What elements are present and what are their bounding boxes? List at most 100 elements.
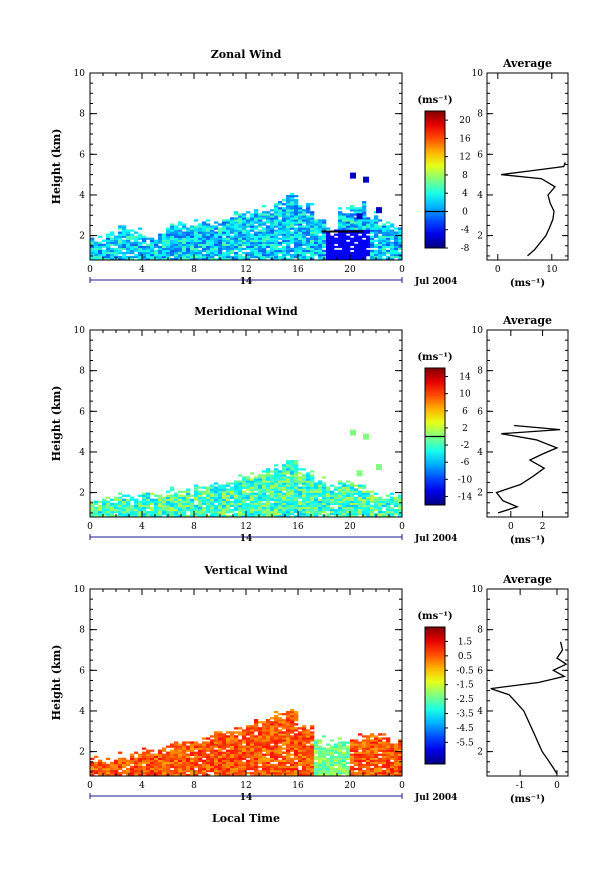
heatmap-cell [266, 472, 271, 475]
heatmap-cell [306, 203, 311, 206]
heatmap-cell [338, 245, 343, 249]
heatmap-cell [382, 759, 387, 762]
heatmap-cell [222, 498, 227, 501]
heatmap-cell [210, 763, 215, 767]
heatmap-cell [142, 747, 147, 750]
heatmap-cell [346, 231, 351, 234]
heatmap-cell [350, 741, 355, 744]
heatmap-cell [354, 498, 359, 501]
heatmap-cell [362, 771, 367, 775]
colorbar-tick-label: -4.5 [456, 724, 474, 734]
heatmap-cell [246, 241, 251, 244]
heatmap-cell [262, 215, 267, 218]
heatmap-cell [186, 492, 191, 495]
heatmap-cell [94, 763, 99, 767]
heatmap-cell [278, 771, 283, 775]
heatmap-cell [310, 223, 315, 226]
heatmap-cell [230, 759, 235, 762]
heatmap-cell [270, 769, 275, 773]
heatmap-cell [398, 498, 403, 501]
heatmap-cell [258, 774, 263, 777]
heatmap-cell [278, 769, 283, 773]
heatmap-cell [378, 239, 383, 242]
heatmap-cell [234, 767, 239, 771]
heatmap-cell [310, 241, 315, 244]
heatmap-cell [310, 251, 315, 255]
heatmap-cell [166, 502, 171, 506]
heatmap-cell [274, 476, 279, 479]
heatmap-cell [350, 492, 355, 495]
heatmap-cell [302, 737, 307, 740]
heatmap-cell [158, 504, 163, 508]
heatmap-cell [390, 510, 395, 514]
heatmap-cell [182, 508, 187, 512]
heatmap-cell [386, 237, 391, 240]
heatmap-cell [126, 251, 131, 255]
heatmap-cell [202, 771, 207, 775]
heatmap-cell [158, 239, 163, 242]
heatmap-cell [282, 504, 287, 508]
heatmap-cell [250, 753, 255, 756]
heatmap-cell [230, 494, 235, 497]
heatmap-cell [374, 741, 379, 744]
heatmap-cell [214, 731, 219, 734]
heatmap-cell [270, 755, 275, 758]
heatmap-cell [290, 253, 295, 257]
heatmap-cell [118, 235, 123, 238]
heatmap-cell [330, 510, 335, 514]
heatmap-cell [218, 743, 223, 746]
heatmap-cell [254, 729, 259, 732]
heatmap-cell [342, 763, 347, 767]
heatmap-cell [322, 486, 327, 489]
heatmap-cell [370, 245, 375, 249]
heatmap-cell [322, 492, 327, 495]
heatmap-cell [322, 482, 327, 485]
heatmap-cell [362, 494, 367, 497]
heatmap-cell [302, 774, 307, 777]
heatmap-cell [314, 249, 319, 253]
heatmap-cell [362, 504, 367, 508]
heatmap-cell [282, 472, 287, 475]
heatmap-cell [354, 741, 359, 744]
heatmap-cell [154, 757, 159, 760]
heatmap-cell [262, 739, 267, 742]
heatmap-cell [254, 771, 259, 775]
heatmap-cell [238, 249, 243, 253]
heatmap-cell [266, 735, 271, 738]
heatmap-cell [306, 508, 311, 512]
heatmap-cell [298, 219, 303, 222]
heatmap-cell [346, 215, 351, 218]
heatmap-cell [150, 763, 155, 767]
profile-x-tick-label: 0 [508, 522, 514, 532]
heatmap-cell [198, 743, 203, 746]
heatmap-cell [358, 498, 363, 501]
heatmap-cell [278, 512, 283, 516]
heatmap-cell [210, 255, 215, 259]
heatmap-cell [118, 249, 123, 253]
heatmap-cell [206, 492, 211, 495]
heatmap-cell [178, 749, 183, 752]
heatmap-cell [222, 506, 227, 510]
heatmap-cell [346, 235, 351, 238]
profile-frame [486, 329, 569, 518]
heatmap-cell [318, 767, 323, 771]
heatmap-cell [138, 251, 143, 255]
heatmap-cell [338, 769, 343, 773]
heatmap-cell [154, 251, 159, 255]
heatmap-cell [270, 215, 275, 218]
heatmap-cell [226, 769, 231, 773]
heatmap-cell [230, 767, 235, 771]
heatmap-cell [222, 247, 227, 251]
heatmap-cell [282, 739, 287, 742]
heatmap-cell [350, 223, 355, 226]
heatmap-cell [218, 247, 223, 251]
heatmap-cell [294, 472, 299, 475]
heatmap-cell [186, 515, 191, 518]
heatmap-cell [354, 767, 359, 771]
heatmap-cell [206, 769, 211, 773]
heatmap-cell [294, 713, 299, 716]
day-label: 14 [240, 277, 253, 287]
heatmap-cell [222, 515, 227, 518]
heatmap-cell [210, 757, 215, 760]
heatmap-cell [286, 743, 291, 746]
